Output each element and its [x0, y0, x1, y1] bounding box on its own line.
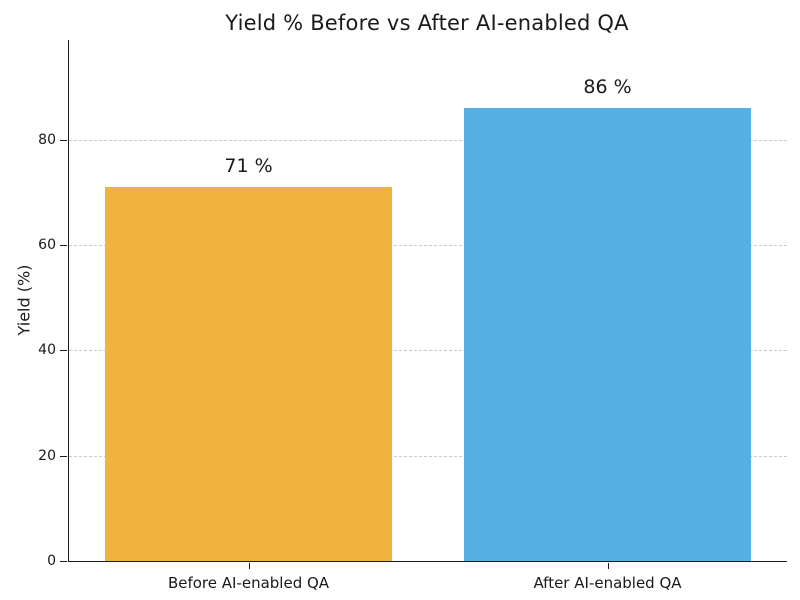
y-tick-mark — [60, 244, 67, 246]
gridline — [69, 139, 787, 141]
bar — [104, 186, 393, 561]
x-tick-mark — [248, 562, 250, 569]
x-tick-label: After AI-enabled QA — [533, 574, 682, 592]
bar-value-label: 71 % — [224, 154, 273, 177]
x-tick-mark — [607, 562, 609, 569]
y-tick-mark — [60, 350, 67, 352]
bar — [463, 107, 752, 561]
gridline — [69, 455, 787, 457]
y-tick-mark — [60, 139, 67, 141]
x-tick-label: Before AI-enabled QA — [167, 574, 330, 592]
gridline — [69, 350, 787, 352]
y-tick-mark — [60, 455, 67, 457]
y-tick-label: 40 — [38, 342, 56, 359]
plot-area: 0 20 40 60 80 71 % Before AI-enabled QA 86 % Aft… — [38, 40, 787, 592]
y-tick-label: 0 — [47, 553, 56, 569]
bar-value-label: 86 % — [583, 75, 632, 98]
y-tick-label: 20 — [38, 447, 56, 464]
y-axis-label: Yield (%) — [14, 264, 34, 336]
y-tick-label: 60 — [38, 236, 56, 253]
chart-title: Yield % Before vs After AI-enabled QA — [225, 11, 629, 35]
y-tick-label: 80 — [38, 131, 56, 148]
y-tick-mark — [60, 561, 67, 562]
gridline — [69, 244, 787, 246]
